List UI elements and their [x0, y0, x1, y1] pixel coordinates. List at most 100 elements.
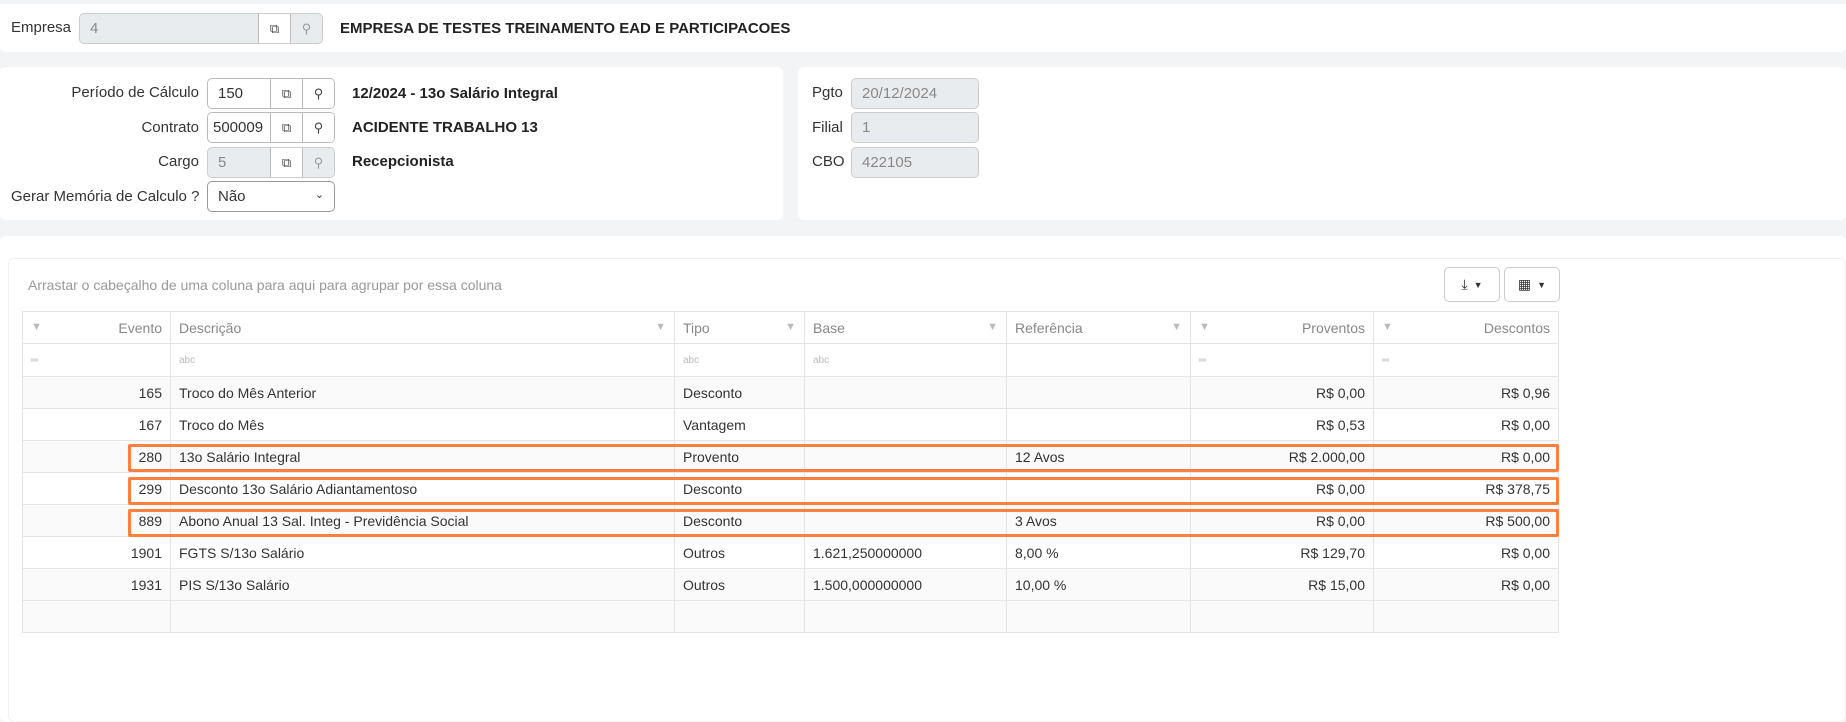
memoria-label: Gerar Memória de Calculo ? [11, 188, 200, 205]
cell-0: 167 [22, 408, 171, 441]
filter-icon[interactable]: ▼ [785, 321, 796, 333]
cell-6: R$ 500,00 [1373, 504, 1559, 537]
cbo-label: CBO [812, 153, 845, 170]
cell-2: Desconto [674, 472, 805, 505]
cell-3: 1.500,000000000 [804, 568, 1007, 601]
filter-cell[interactable]: abc [804, 343, 1007, 377]
cell-0: 889 [22, 504, 171, 537]
cargo-field[interactable]: 5 ⧉ ⚲ [207, 147, 335, 178]
pgto-label: Pgto [812, 84, 843, 101]
copy-icon[interactable]: ⧉ [258, 14, 290, 43]
column-header-5[interactable]: ▼ Proventos [1190, 311, 1374, 344]
filter-cell[interactable]: abc [674, 343, 805, 377]
filter-icon[interactable]: ▼ [655, 321, 666, 333]
filter-icon[interactable]: ▼ [1199, 321, 1210, 333]
cell-4: 12 Avos [1006, 440, 1191, 473]
table-row[interactable]: 1931 PIS S/13o Salário Outros 1.500,0000000… [22, 568, 1559, 601]
cell-5: R$ 0,00 [1190, 376, 1374, 409]
empty-cell [170, 600, 675, 633]
filter-cell[interactable]: abc [170, 343, 675, 377]
cell-2: Vantagem [674, 408, 805, 441]
cell-1: Desconto 13o Salário Adiantamentoso [170, 472, 675, 505]
search-icon[interactable]: ⚲ [302, 148, 334, 177]
filter-cell[interactable] [1006, 343, 1191, 377]
cell-4 [1006, 408, 1191, 441]
copy-icon[interactable]: ⧉ [270, 148, 302, 177]
copy-icon[interactable]: ⧉ [270, 113, 302, 142]
grid-icon: ▦ [1517, 276, 1532, 292]
column-header-0[interactable]: ▼ Evento [22, 311, 171, 344]
table-row[interactable]: 1901 FGTS S/13o Salário Outros 1.621,250000… [22, 536, 1559, 569]
cell-3 [804, 440, 1007, 473]
cell-5: R$ 2.000,00 [1190, 440, 1374, 473]
empresa-field[interactable]: 4 ⧉ ⚲ [79, 13, 323, 44]
chevron-down-icon: ⌄ [314, 189, 324, 201]
cell-4: 10,00 % [1006, 568, 1191, 601]
column-header-1[interactable]: ▼ Descrição [170, 311, 675, 344]
table-row[interactable]: 280 13o Salário Integral Provento 12 Avos R$… [22, 440, 1559, 473]
search-icon[interactable]: ⚲ [302, 79, 334, 108]
cbo-field[interactable]: 422105 [851, 147, 979, 178]
periodo-field[interactable]: 150 ⧉ ⚲ [207, 78, 335, 109]
periodo-desc: 12/2024 - 13o Salário Integral [352, 85, 558, 102]
cell-0: 1901 [22, 536, 171, 569]
table-row [22, 600, 1559, 633]
filter-icon[interactable]: ▼ [987, 321, 998, 333]
column-header-4[interactable]: ▼ Referência [1006, 311, 1191, 344]
cell-0: 299 [22, 472, 171, 505]
copy-icon[interactable]: ⧉ [270, 79, 302, 108]
cell-1: Troco do Mês [170, 408, 675, 441]
table-row[interactable]: 165 Troco do Mês Anterior Desconto R$ 0,00 R… [22, 376, 1559, 409]
cell-3 [804, 408, 1007, 441]
memoria-select[interactable]: Não ⌄ [207, 181, 335, 212]
filial-field[interactable]: 1 [851, 112, 979, 143]
column-header-2[interactable]: ▼ Tipo [674, 311, 805, 344]
table-row[interactable]: 889 Abono Anual 13 Sal. Integ - Previdênc… [22, 504, 1559, 537]
column-header-6[interactable]: ▼ Descontos [1373, 311, 1559, 344]
filial-label: Filial [812, 119, 843, 136]
cell-5: R$ 0,53 [1190, 408, 1374, 441]
contrato-field[interactable]: 500009 ⧉ ⚲ [207, 112, 335, 143]
filter-cell[interactable]: ═ [1190, 343, 1374, 377]
export-button[interactable]: ⤓ ▼ [1444, 267, 1500, 302]
cell-3 [804, 376, 1007, 409]
cell-2: Desconto [674, 504, 805, 537]
cell-1: PIS S/13o Salário [170, 568, 675, 601]
cell-0: 1931 [22, 568, 171, 601]
empresa-label: Empresa [11, 19, 72, 36]
cell-0: 280 [22, 440, 171, 473]
cell-1: FGTS S/13o Salário [170, 536, 675, 569]
column-header-3[interactable]: ▼ Base [804, 311, 1007, 344]
search-icon[interactable]: ⚲ [290, 14, 322, 43]
filter-cell[interactable]: ═ [1373, 343, 1559, 377]
pgto-card: Pgto 20/12/2024 Filial 1 CBO 422105 [798, 67, 1846, 220]
events-table: ▼ Evento ▼ Descrição ▼ Tipo ▼ Base ▼ Referência ▼ P… [22, 311, 1559, 633]
caret-down-icon: ▼ [1473, 279, 1483, 290]
cell-4 [1006, 376, 1191, 409]
cell-6: R$ 0,00 [1373, 408, 1559, 441]
pgto-field[interactable]: 20/12/2024 [851, 78, 979, 109]
empty-cell [804, 600, 1007, 633]
table-row[interactable]: 167 Troco do Mês Vantagem R$ 0,53 R$ 0,00 [22, 408, 1559, 441]
caret-down-icon: ▼ [1537, 279, 1547, 290]
group-panel-hint[interactable]: Arrastar o cabeçalho de uma coluna para … [28, 277, 502, 293]
cell-2: Outros [674, 568, 805, 601]
cell-3: 1.621,250000000 [804, 536, 1007, 569]
cell-4: 8,00 % [1006, 536, 1191, 569]
cell-4 [1006, 472, 1191, 505]
contrato-desc: ACIDENTE TRABALHO 13 [352, 119, 538, 136]
cell-5: R$ 0,00 [1190, 472, 1374, 505]
empty-cell [674, 600, 805, 633]
filter-icon[interactable]: ▼ [1171, 321, 1182, 333]
cell-6: R$ 378,75 [1373, 472, 1559, 505]
column-chooser-button[interactable]: ▦ ▼ [1504, 267, 1560, 302]
table-row[interactable]: 299 Desconto 13o Salário Adiantamentoso De… [22, 472, 1559, 505]
filter-icon[interactable]: ▼ [1382, 321, 1393, 333]
filter-icon[interactable]: ▼ [31, 321, 42, 333]
empty-cell [1373, 600, 1559, 633]
search-icon[interactable]: ⚲ [302, 113, 334, 142]
filter-cell[interactable]: ═ [22, 343, 171, 377]
cargo-desc: Recepcionista [352, 153, 454, 170]
cell-6: R$ 0,00 [1373, 440, 1559, 473]
empresa-name: EMPRESA DE TESTES TREINAMENTO EAD E PART… [340, 20, 791, 37]
